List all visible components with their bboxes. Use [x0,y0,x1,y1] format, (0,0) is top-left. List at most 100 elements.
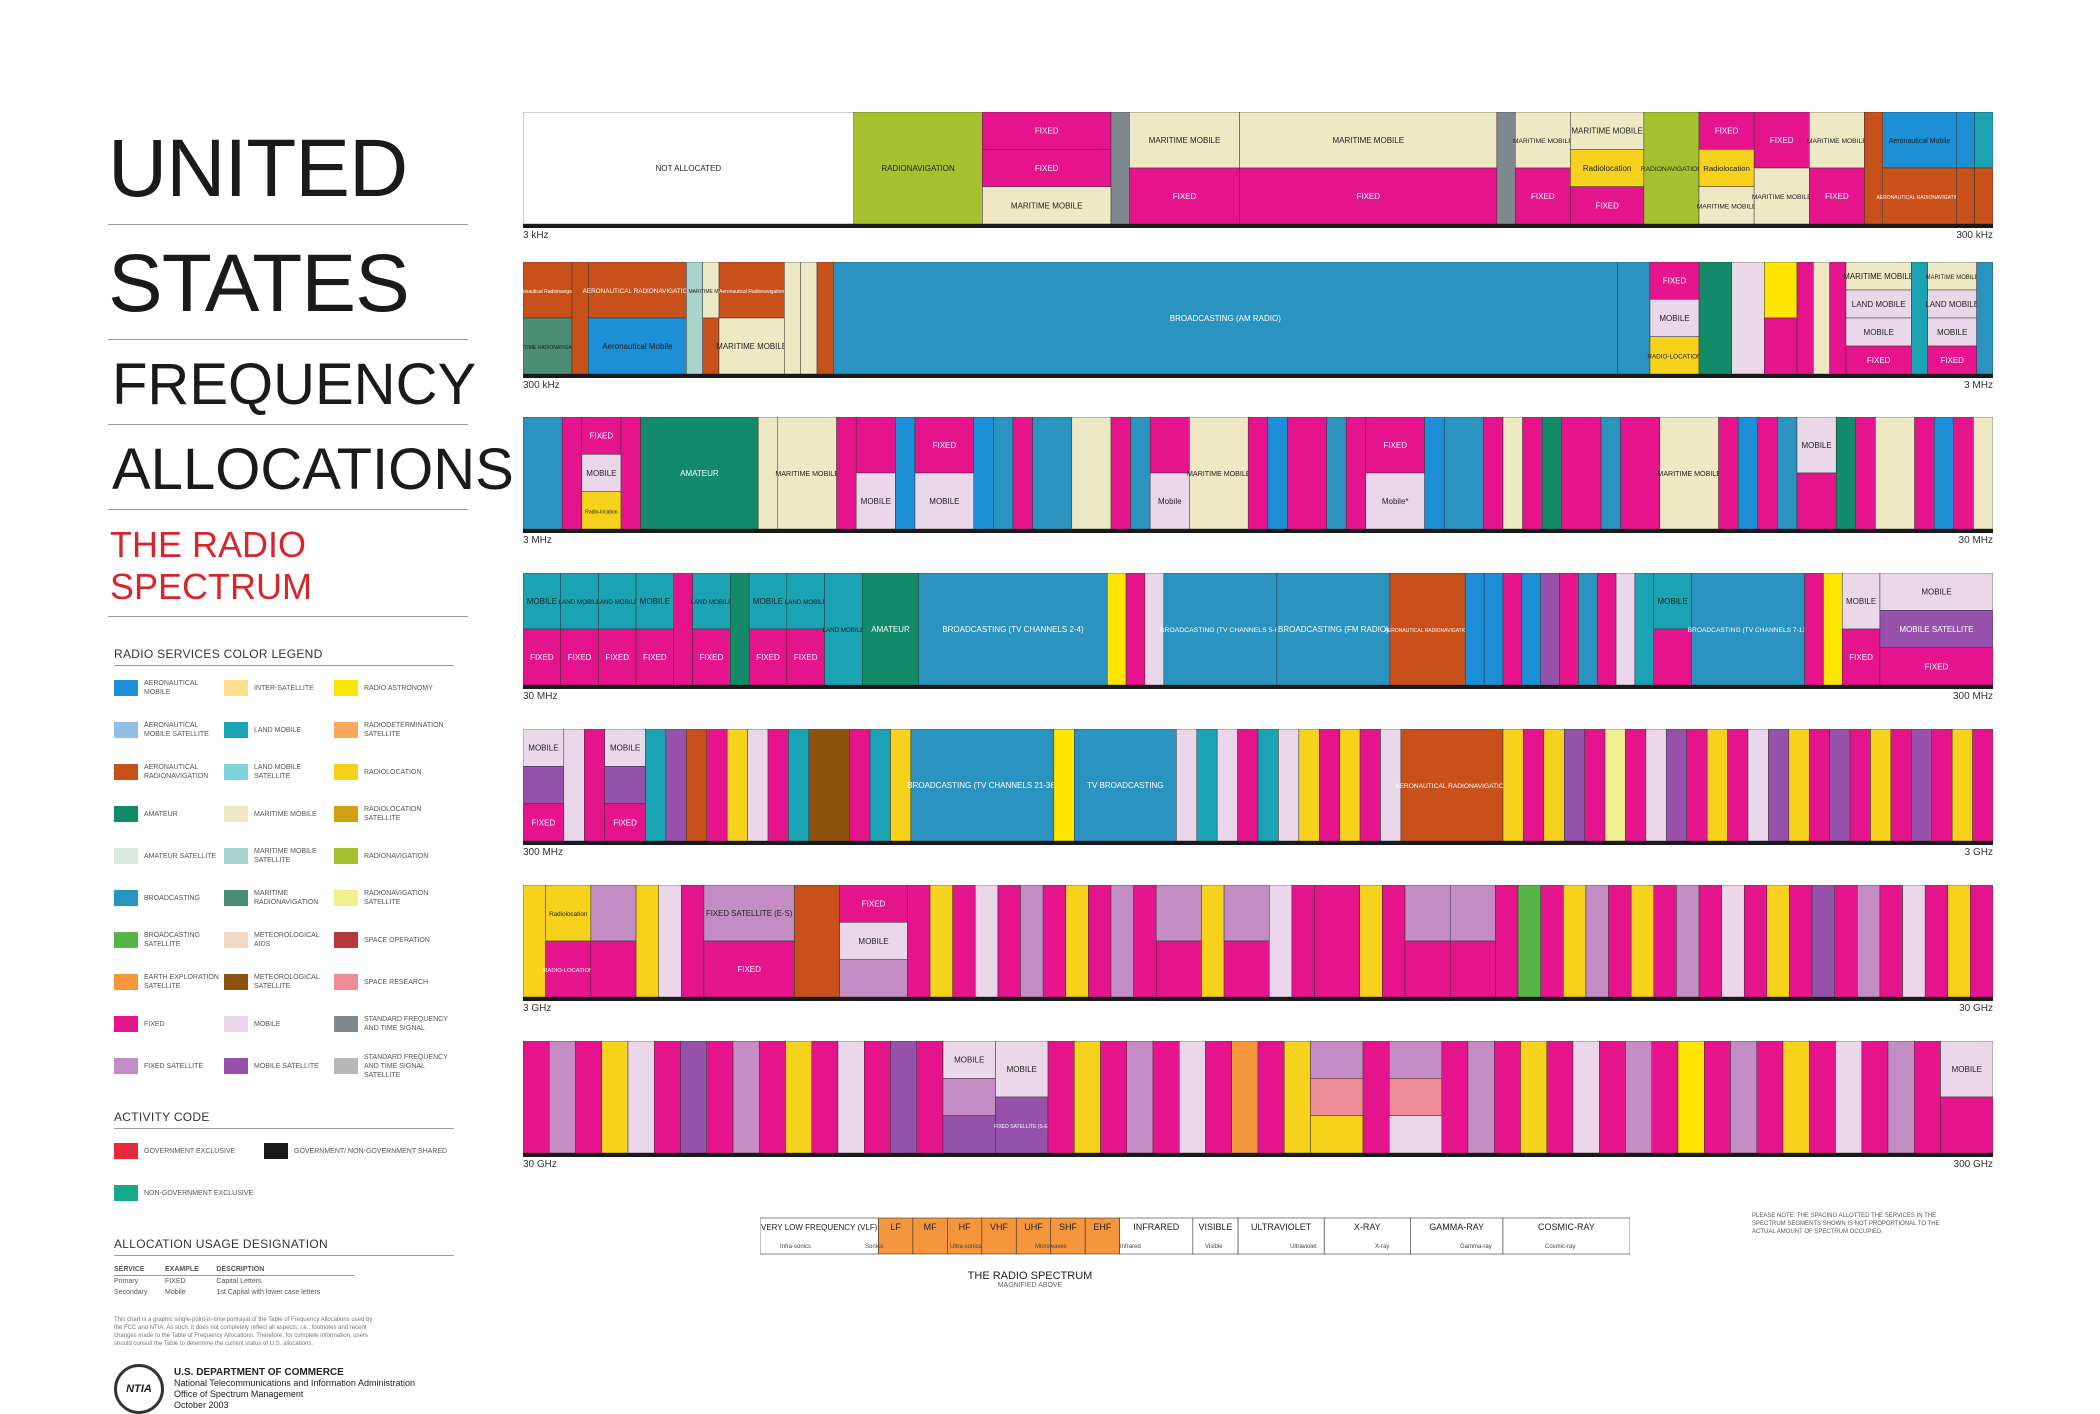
left-panel: UNITED STATES FREQUENCY ALLOCATIONS THE … [108,110,514,1414]
allocation-rect [1287,417,1327,530]
legend-item: SPACE OPERATION [334,926,454,954]
activity-item: GOVERNMENT/ NON-GOVERNMENT SHARED [264,1137,464,1165]
allocation-block [1813,262,1830,375]
allocation-block [1857,885,1881,998]
allocation-rect [1585,885,1609,998]
color-swatch [114,890,138,906]
department-text: U.S. DEPARTMENT OF COMMERCE National Tel… [174,1367,415,1411]
allocation-rect [1032,417,1073,530]
allocation-label: BROADCASTING (TV CHANNELS 2-4) [942,625,1084,634]
allocation-block [1811,885,1835,998]
band-start-label: 300 MHz [523,847,564,858]
allocation-rect [692,628,731,686]
allocation-rect [635,628,675,686]
allocation-rect [1608,885,1632,998]
allocation-label: LAND MOBILE [822,627,864,634]
allocation-rect [1933,417,1955,530]
allocation-rect [1310,1078,1364,1116]
allocation-rect [975,885,999,998]
allocation-block [973,417,994,530]
legend-item: STANDARD FREQUENCY AND TIME SIGNAL [334,1010,454,1038]
allocation-rect [1176,729,1197,842]
allocation-block [1465,573,1485,686]
allocation-rect [1596,573,1617,686]
allocation-rect [1523,729,1545,842]
allocation-rect [1653,628,1692,686]
allocation-rect [1879,647,1993,686]
allocation-block [1974,112,1993,225]
allocation-label: MARITIME RADIONAVIGATION [523,345,584,351]
allocation-block [1599,1041,1626,1154]
allocation-block [1563,885,1587,998]
allocation-rect [1570,186,1645,225]
activity-bar [523,529,1993,533]
allocation-rect [1796,472,1837,530]
allocation-block [794,885,840,998]
allocation-label: MARITIME MOBILE [1149,136,1221,145]
allocation-label: AMATEUR [680,469,719,478]
allocation-rect [1970,885,1993,998]
allocation-label: BROADCASTING (TV CHANNELS 21-36) [907,781,1058,790]
allocation-rect [1811,885,1835,998]
allocation-rect [1927,345,1977,375]
allocation-rect [811,1041,839,1154]
allocation-rect [549,1041,576,1154]
allocation-block [1933,417,1955,530]
allocation-block: BROADCASTING (TV CHANNELS 2-4) [918,573,1108,686]
spectrum-subband-label: Infrared [1120,1244,1141,1250]
legend-item: RADIO ASTRONOMY [334,674,454,702]
allocation-block [1737,417,1759,530]
allocation-rect [1546,1041,1574,1154]
spectrum-subband-label: Ultraviolet [1290,1244,1317,1250]
allocation-label: LAND MOBILE [1925,300,1979,309]
allocation-rect [1845,262,1912,291]
allocation-rect [1743,885,1768,998]
allocation-block: BROADCASTING (TV CHANNELS 21-36) [907,729,1058,842]
allocation-block [1835,417,1857,530]
allocation-rect [1870,729,1892,842]
allocation-block: Radiolocation RADIO-LOCATION [543,885,593,998]
allocation-label: MOBILE [1952,1065,1982,1074]
band-svg: Aeronautical Radionavigation MARITIME RAD… [523,262,1993,378]
allocation-label: FIXED [933,441,957,450]
usage-cell: 1st Capital with lower case letters [216,1289,321,1296]
allocation-rect [1129,112,1240,169]
legend-label: RADIOLOCATION SATELLITE [364,806,422,822]
allocation-block [1106,573,1127,686]
allocation-rect [1768,729,1790,842]
usage-cell: Capital Letters [216,1278,262,1285]
allocation-rect [1389,1115,1442,1154]
allocation-block [1310,1041,1364,1154]
department-line-2: National Telecommunications and Informat… [174,1378,415,1388]
allocation-block [1789,885,1813,998]
allocation-block [673,573,693,686]
band-5: Radiolocation RADIO-LOCATION FIXED SATELLI… [523,885,1993,1014]
allocation-rect [1721,885,1745,998]
allocation-block [575,1041,602,1154]
allocation-label: RADIO-LOCATION [1647,353,1702,360]
allocation-rect [1284,1041,1311,1154]
allocation-rect [785,1041,812,1154]
allocation-block [1578,573,1598,686]
allocation-block [993,417,1014,530]
allocation-rect [1359,885,1383,998]
legend-label: AERONAUTICAL MOBILE [144,680,199,696]
spectrum-band-label: GAMMA-RAY [1429,1222,1484,1232]
color-swatch [224,848,248,864]
subtitle: THE RADIO SPECTRUM [108,510,468,617]
please-note: PLEASE NOTE: THE SPACING ALLOTTED THE SE… [1752,1213,1940,1235]
allocation-rect [692,573,731,630]
band-4: MOBILE FIXED MOBILE FIXED BROADCASTING (TV C… [523,729,1993,858]
allocation-block [1284,1041,1311,1154]
allocation-block [890,1041,917,1154]
allocation-block: RADIONAVIGATION [853,112,983,225]
spectrum-subband-label: Infra-sonics [780,1244,811,1250]
allocation-block [1326,417,1347,530]
allocation-rect [706,1041,734,1154]
allocation-rect [794,885,840,998]
allocation-block: LAND MOBILE FIXED [785,573,827,686]
allocation-label: MOBILE [528,744,558,753]
allocation-block [627,1041,655,1154]
allocation-label: MARITIME MOBILE [1332,136,1404,145]
legend-label: METEOROLOGICAL SATELLITE [254,974,320,990]
